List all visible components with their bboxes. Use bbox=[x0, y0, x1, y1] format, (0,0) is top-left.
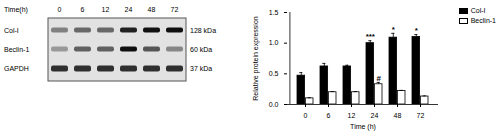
svg-text:24: 24 bbox=[371, 112, 379, 119]
svg-text:#: # bbox=[376, 74, 381, 83]
html-text:Col-I: Col-I bbox=[470, 7, 486, 14]
svg-text:1.5: 1.5 bbox=[269, 9, 279, 16]
svg-text:0.0: 0.0 bbox=[269, 101, 279, 108]
svg-text:*: * bbox=[392, 25, 396, 34]
svg-text:0: 0 bbox=[304, 112, 308, 119]
svg-text:1.0: 1.0 bbox=[269, 39, 279, 46]
svg-text:0.5: 0.5 bbox=[269, 70, 279, 77]
svg-text:***: *** bbox=[366, 32, 376, 41]
svg-text:Time(h): Time(h) bbox=[4, 6, 28, 14]
html-text:Beclin-1: Beclin-1 bbox=[470, 17, 496, 24]
svg-text:Time (h): Time (h) bbox=[350, 123, 376, 131]
svg-text:GAPDH: GAPDH bbox=[4, 65, 29, 72]
svg-text:72: 72 bbox=[171, 6, 179, 13]
svg-text:48: 48 bbox=[394, 112, 402, 119]
svg-text:48: 48 bbox=[148, 6, 156, 13]
svg-text:24: 24 bbox=[125, 6, 133, 13]
svg-text:6: 6 bbox=[327, 112, 331, 119]
svg-text:6: 6 bbox=[81, 6, 85, 13]
svg-text:37 kDa: 37 kDa bbox=[190, 65, 212, 72]
svg-text:12: 12 bbox=[348, 112, 356, 119]
svg-text:*: * bbox=[415, 26, 419, 35]
svg-text:Relative protein expression: Relative protein expression bbox=[252, 16, 260, 101]
svg-text:Col-I: Col-I bbox=[4, 27, 19, 34]
svg-text:60 kDa: 60 kDa bbox=[190, 46, 212, 53]
svg-text:Beclin-1: Beclin-1 bbox=[4, 46, 29, 53]
svg-text:0: 0 bbox=[58, 6, 62, 13]
svg-text:72: 72 bbox=[417, 112, 425, 119]
svg-text:128 kDa: 128 kDa bbox=[190, 27, 216, 34]
svg-text:12: 12 bbox=[102, 6, 110, 13]
